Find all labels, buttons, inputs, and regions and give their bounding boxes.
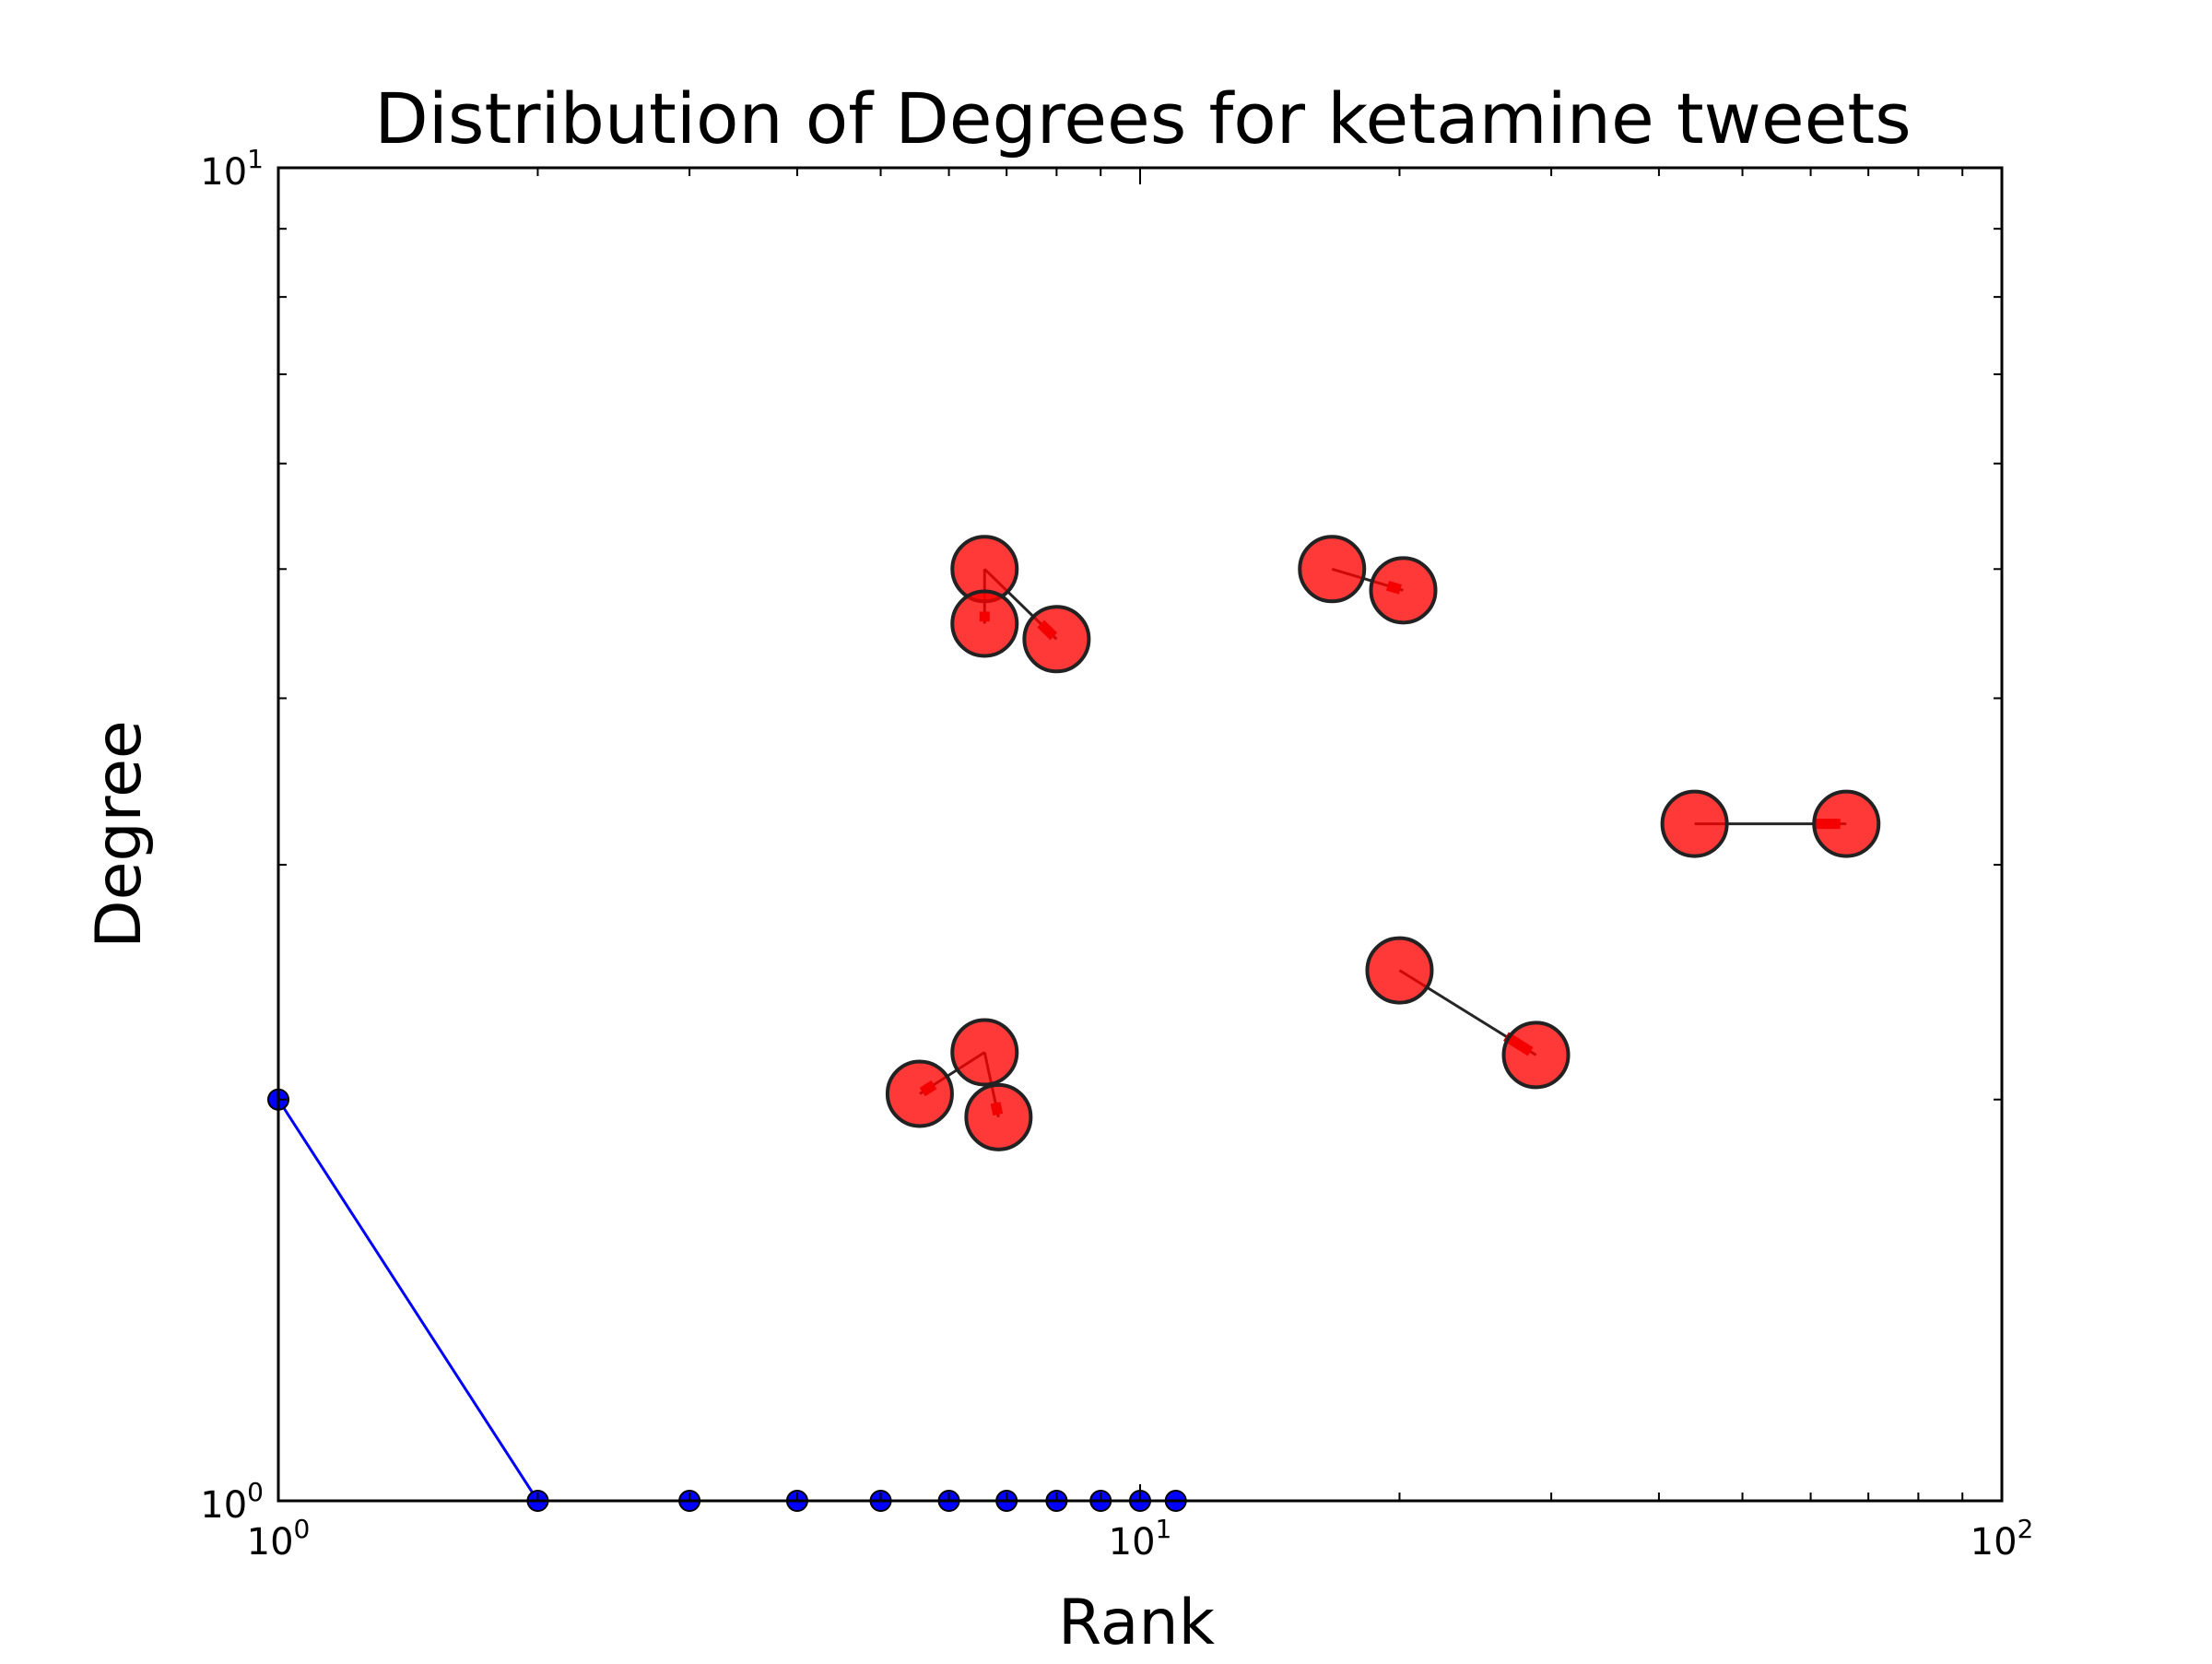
network-node xyxy=(964,1082,1033,1151)
y-axis-label: Degree xyxy=(83,720,156,949)
chart-title: Distribution of Degrees for ketamine twe… xyxy=(374,77,1912,159)
network-node xyxy=(1812,789,1881,858)
x-axis-label: Rank xyxy=(1058,1587,1216,1659)
network-node xyxy=(1369,556,1438,625)
network-node xyxy=(1298,535,1367,604)
network-node xyxy=(1660,789,1729,858)
x-tick-label: 102 xyxy=(1971,1514,2034,1564)
ticks-layer: 100 101 102 100 101 xyxy=(200,144,2033,1564)
network-node xyxy=(1365,936,1434,1005)
network-overlay xyxy=(885,535,1881,1151)
network-node xyxy=(1022,605,1091,674)
network-node xyxy=(1501,1021,1571,1090)
y-tick-label: 101 xyxy=(200,144,264,194)
network-node xyxy=(885,1059,954,1128)
network-node xyxy=(950,589,1019,658)
y-tick-label: 100 xyxy=(200,1477,264,1527)
x-tick-label: 100 xyxy=(247,1514,311,1564)
x-tick-label: 101 xyxy=(1109,1514,1172,1564)
network-node xyxy=(950,1018,1019,1087)
